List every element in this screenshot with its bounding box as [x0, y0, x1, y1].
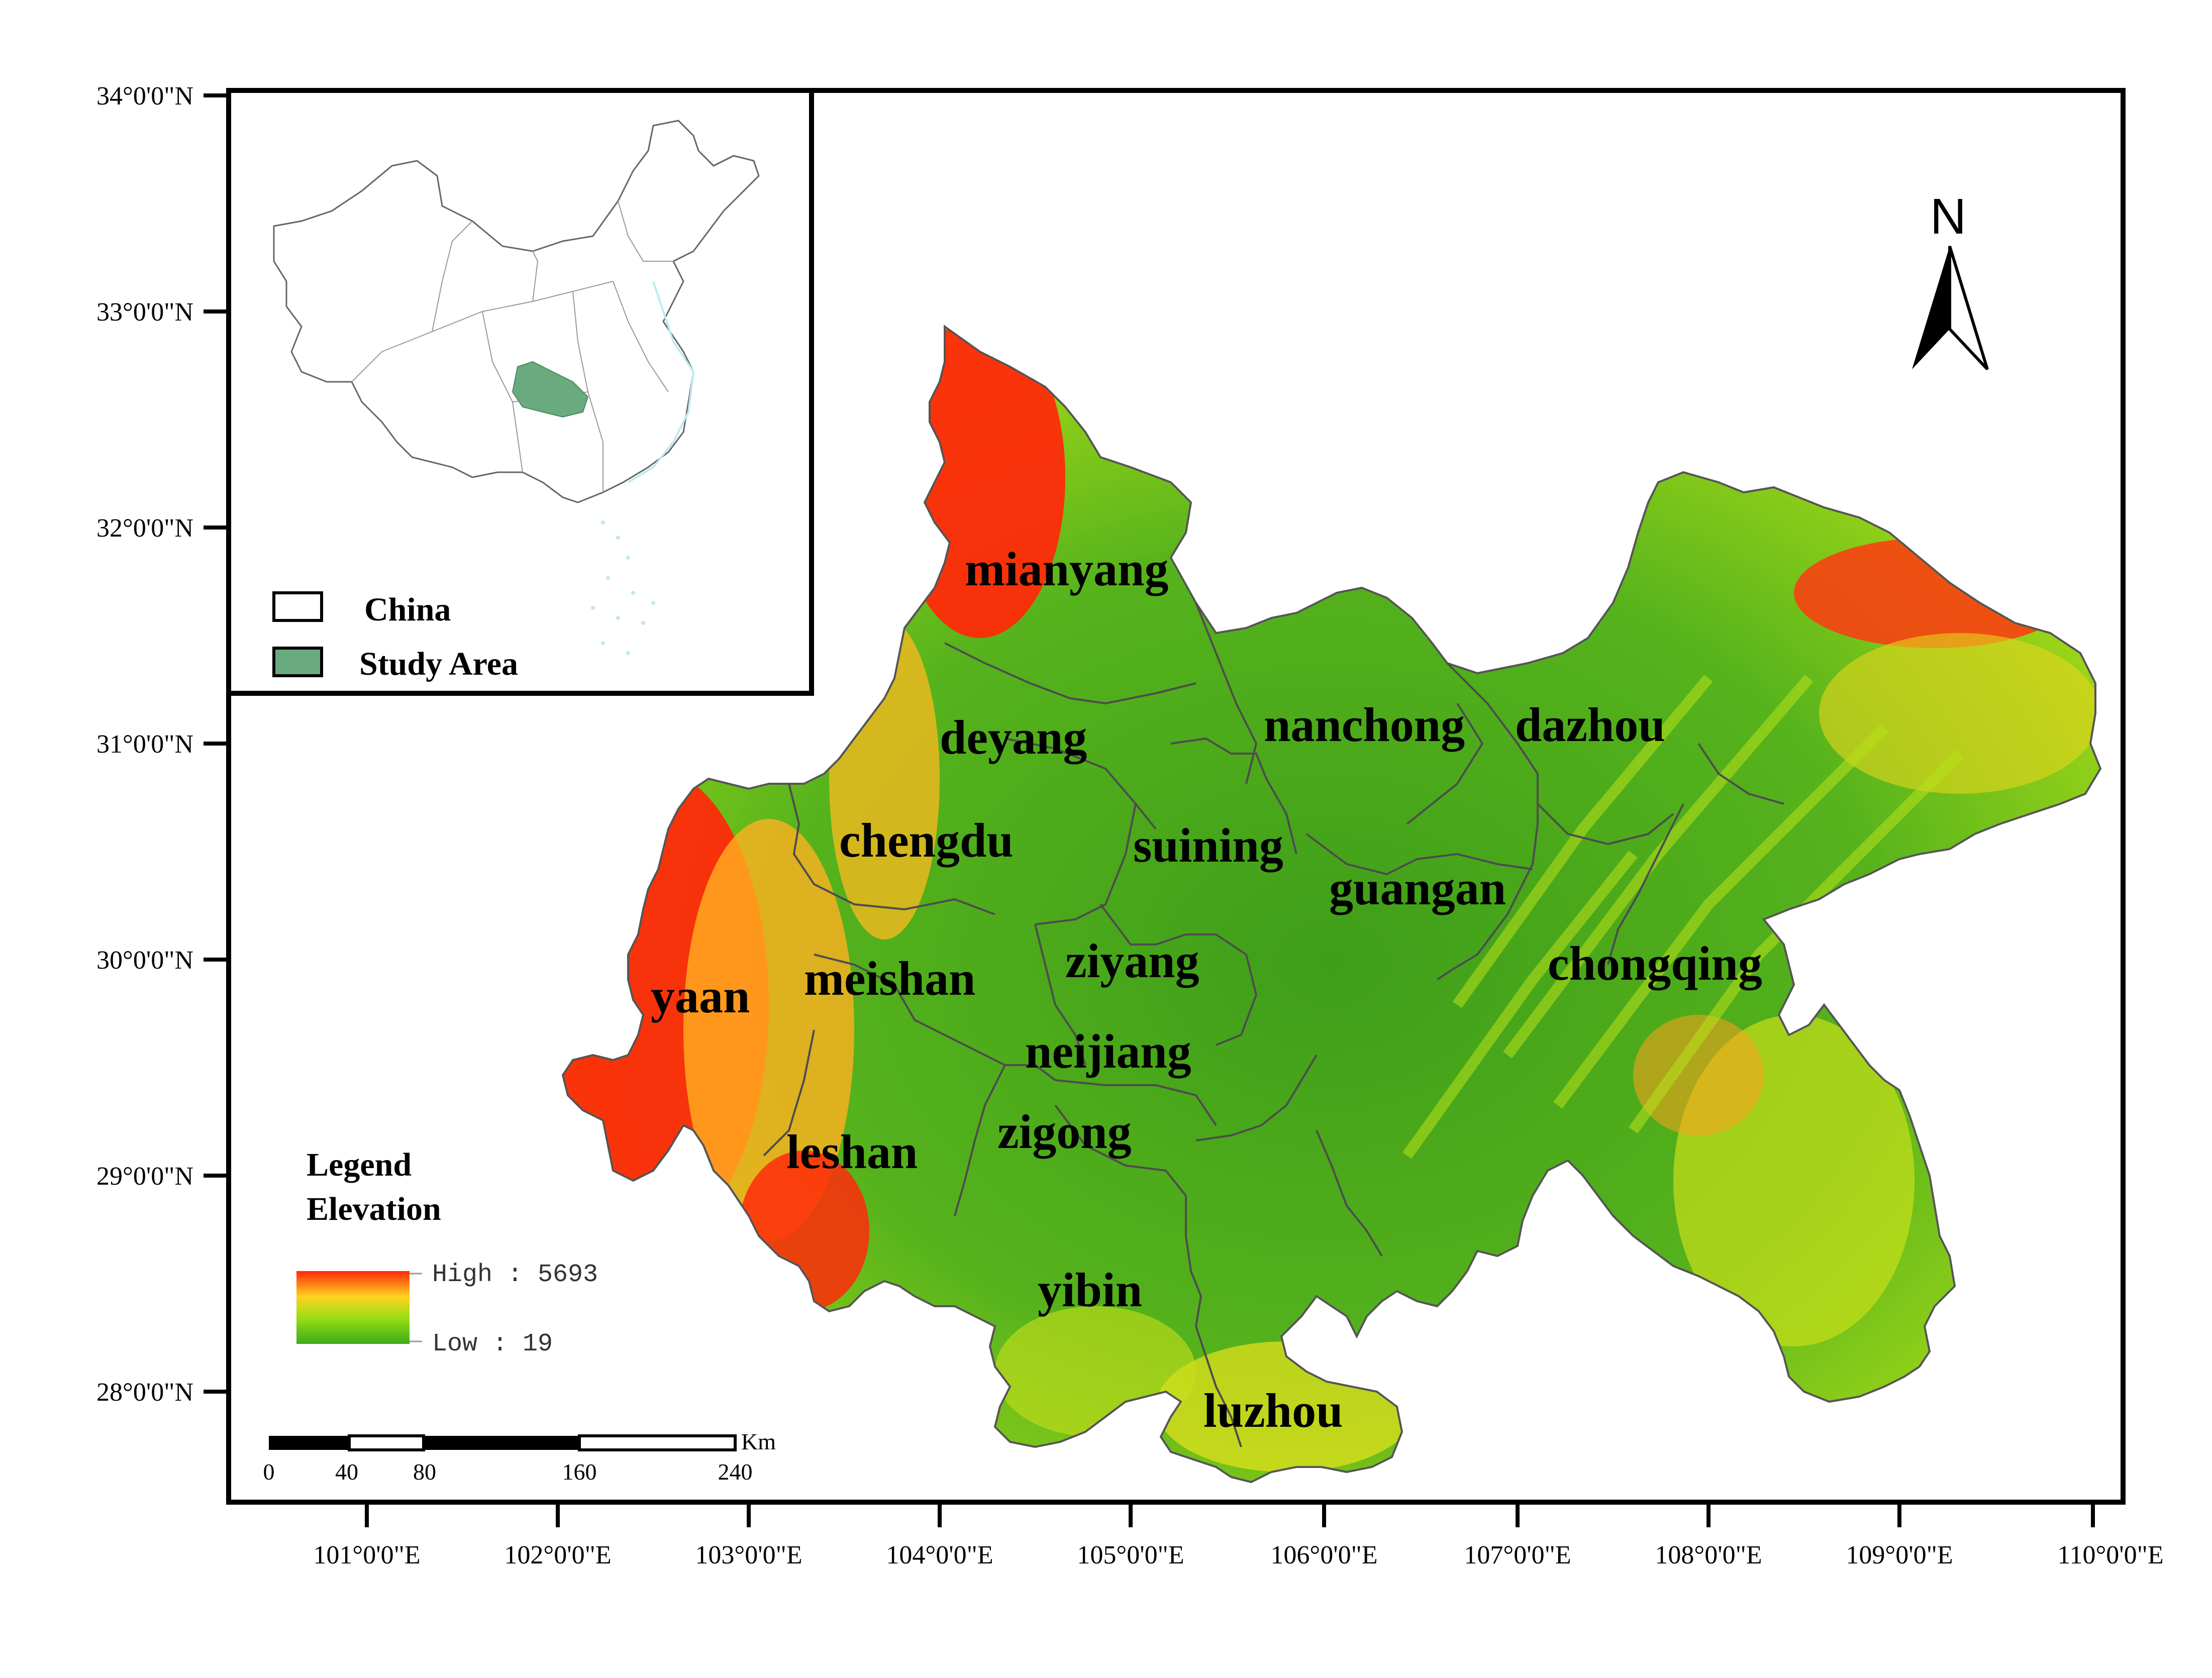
- lon-label-110e: 110°0'0"E: [2057, 1541, 2163, 1569]
- north-arrow-label: N: [1930, 188, 1966, 245]
- city-label-deyang: deyang: [940, 710, 1087, 764]
- lat-label-34n: 34°0'0"N: [96, 82, 193, 111]
- city-label-suining: suining: [1133, 818, 1283, 872]
- lon-label-103e: 103°0'0"E: [695, 1541, 802, 1569]
- scale-tick-240: 240: [718, 1459, 753, 1485]
- mid-elevation-east: [1633, 1015, 1764, 1135]
- city-label-zigong: zigong: [997, 1105, 1132, 1159]
- prefecture-boundaries: [763, 602, 1784, 1447]
- city-label-nanchong: nanchong: [1264, 698, 1465, 752]
- inset-legend-study-area-swatch: [272, 647, 323, 677]
- lat-label-29n: 29°0'0"N: [96, 1162, 193, 1191]
- china-coastline: [627, 281, 695, 483]
- lat-label-30n: 30°0'0"N: [96, 946, 193, 975]
- city-label-meishan: meishan: [804, 952, 975, 1005]
- legend-title: Legend: [307, 1146, 412, 1183]
- city-label-chongqing: chongqing: [1548, 936, 1762, 990]
- city-label-yaan: yaan: [651, 969, 750, 1023]
- inset-legend-china-label: China: [364, 591, 451, 628]
- study-area-inset: [512, 361, 589, 418]
- lon-label-101e: 101°0'0"E: [313, 1541, 420, 1569]
- scale-unit: Km: [741, 1429, 776, 1454]
- north-arrow-left-half: [1912, 246, 1950, 369]
- city-labels: mianyang deyang nanchong dazhou chengdu …: [651, 542, 1762, 1437]
- city-label-leshan: leshan: [786, 1125, 918, 1179]
- mid-elevation-northeast: [1819, 633, 2100, 794]
- inset-map: China Study Area: [226, 88, 814, 696]
- lon-label-107e: 107°0'0"E: [1464, 1541, 1571, 1569]
- scale-tick-160: 160: [562, 1459, 597, 1485]
- scale-bar: Km 0 40 80 160 240: [263, 1429, 776, 1485]
- mid-elevation-west: [683, 819, 854, 1241]
- lon-label-108e: 108°0'0"E: [1655, 1541, 1762, 1569]
- scale-tick-80: 80: [413, 1459, 436, 1485]
- scale-tick-40: 40: [335, 1459, 358, 1485]
- south-china-sea-islands: [591, 520, 655, 655]
- lon-label-109e: 109°0'0"E: [1846, 1541, 1953, 1569]
- lat-label-32n: 32°0'0"N: [96, 514, 193, 543]
- scale-tick-0: 0: [263, 1459, 275, 1485]
- latitude-axis: 34°0'0"N 33°0'0"N 32°0'0"N 31°0'0"N 30°0…: [96, 82, 229, 1407]
- city-label-chengdu: chengdu: [839, 813, 1014, 867]
- inset-legend-study-area-label: Study Area: [359, 646, 518, 682]
- north-arrow: N: [1912, 188, 1989, 371]
- city-label-guangan: guangan: [1329, 861, 1506, 915]
- lon-label-104e: 104°0'0"E: [886, 1541, 993, 1569]
- legend-low-label: Low : 19: [432, 1330, 553, 1358]
- elevation-legend: Legend Elevation High : 5693 Low : 19: [296, 1146, 598, 1358]
- north-arrow-right-half: [1948, 246, 1989, 371]
- legend-high-label: High : 5693: [432, 1261, 598, 1289]
- legend-color-ramp: [296, 1271, 410, 1344]
- lon-label-102e: 102°0'0"E: [504, 1541, 611, 1569]
- lat-label-31n: 31°0'0"N: [96, 730, 193, 759]
- city-label-ziyang: ziyang: [1065, 934, 1199, 988]
- city-label-neijiang: neijiang: [1025, 1024, 1191, 1078]
- city-label-luzhou: luzhou: [1203, 1384, 1343, 1437]
- legend-subtitle: Elevation: [307, 1191, 441, 1227]
- longitude-axis: 101°0'0"E 102°0'0"E 103°0'0"E 104°0'0"E …: [313, 1502, 2164, 1569]
- lon-label-105e: 105°0'0"E: [1077, 1541, 1184, 1569]
- city-label-yibin: yibin: [1038, 1263, 1142, 1317]
- city-label-mianyang: mianyang: [965, 542, 1168, 596]
- lat-label-33n: 33°0'0"N: [96, 298, 193, 327]
- inset-legend-china-swatch: [272, 591, 323, 622]
- lon-label-106e: 106°0'0"E: [1270, 1541, 1377, 1569]
- city-label-dazhou: dazhou: [1515, 698, 1665, 752]
- lat-label-28n: 28°0'0"N: [96, 1378, 193, 1407]
